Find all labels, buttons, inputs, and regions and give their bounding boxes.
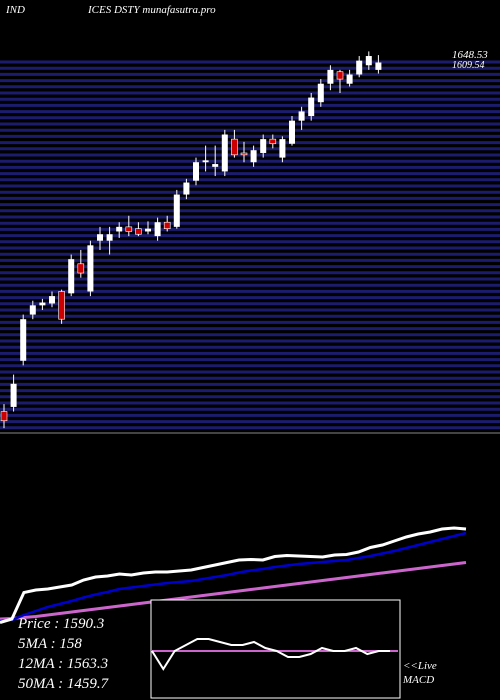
info-5ma: 5MA : 158 bbox=[18, 636, 82, 652]
info-50ma-value: 1459.7 bbox=[66, 676, 109, 692]
candle-body bbox=[356, 60, 363, 75]
macd-line bbox=[151, 638, 390, 671]
moving-average-panel bbox=[0, 526, 467, 624]
candle-body bbox=[365, 56, 372, 66]
info-5ma-label: 5MA bbox=[18, 636, 47, 652]
price-label-second: 1609.54 bbox=[452, 60, 485, 71]
info-price-value: 1590.3 bbox=[62, 616, 105, 632]
candle-body bbox=[20, 319, 27, 361]
candle-body bbox=[163, 221, 171, 230]
candle-body bbox=[0, 411, 8, 422]
candle-body bbox=[336, 71, 344, 80]
header-right: ICES DSTY munafasutra.pro bbox=[88, 4, 216, 16]
macd-label: MACD bbox=[403, 674, 435, 686]
candle-body bbox=[202, 160, 209, 163]
info-12ma-value: 1563.3 bbox=[66, 656, 109, 672]
candle-body bbox=[116, 226, 123, 232]
candle-body bbox=[87, 245, 94, 292]
candle-body bbox=[135, 228, 142, 235]
ma-short-line bbox=[0, 526, 467, 624]
candle-body bbox=[240, 152, 248, 156]
candle-body bbox=[327, 69, 334, 84]
candle-body bbox=[106, 234, 113, 241]
ma-mid-line bbox=[0, 531, 467, 623]
candle-body bbox=[39, 302, 46, 306]
candle-body bbox=[231, 138, 238, 156]
header-left: IND bbox=[6, 4, 25, 16]
macd-box bbox=[150, 599, 401, 699]
candle-body bbox=[308, 97, 315, 117]
macd-live-label: <<Live bbox=[403, 660, 437, 672]
candle-body bbox=[221, 134, 228, 172]
info-50ma-label: 50MA bbox=[18, 676, 55, 692]
candle-body bbox=[173, 194, 180, 227]
candle-body bbox=[298, 111, 305, 121]
candle-body bbox=[193, 162, 199, 181]
candle-body bbox=[58, 291, 65, 320]
ma-long-line bbox=[0, 561, 467, 621]
candle-body bbox=[68, 259, 75, 294]
candle-body bbox=[97, 234, 103, 241]
info-12ma-label: 12MA bbox=[18, 656, 55, 672]
candle-body bbox=[145, 228, 151, 232]
info-50ma: 50MA : 1459.7 bbox=[18, 676, 109, 692]
candle-body bbox=[77, 263, 85, 274]
candle-body bbox=[317, 83, 324, 103]
candle-body bbox=[29, 305, 36, 315]
info-price-label: Price bbox=[18, 616, 51, 632]
candle-body bbox=[289, 120, 295, 144]
candle-body bbox=[250, 150, 257, 163]
candle-body bbox=[260, 139, 267, 153]
candle-body bbox=[269, 138, 277, 145]
candle-body bbox=[10, 383, 17, 407]
candle-body bbox=[346, 74, 353, 84]
candle-body bbox=[125, 226, 133, 232]
candlestick-series bbox=[0, 51, 382, 429]
info-price: Price : 1590.3 bbox=[18, 616, 105, 632]
candle-body bbox=[183, 182, 190, 195]
macd-panel bbox=[150, 599, 401, 699]
price-grid bbox=[0, 60, 500, 434]
candle-body bbox=[212, 164, 219, 167]
candle-body bbox=[375, 62, 382, 70]
candle-body bbox=[279, 139, 286, 158]
info-12ma: 12MA : 1563.3 bbox=[18, 656, 109, 672]
info-5ma-value: 158 bbox=[59, 636, 82, 652]
candle-body bbox=[154, 222, 161, 237]
price-label-top: 1648.53 bbox=[452, 49, 488, 61]
candle-body bbox=[49, 296, 55, 304]
